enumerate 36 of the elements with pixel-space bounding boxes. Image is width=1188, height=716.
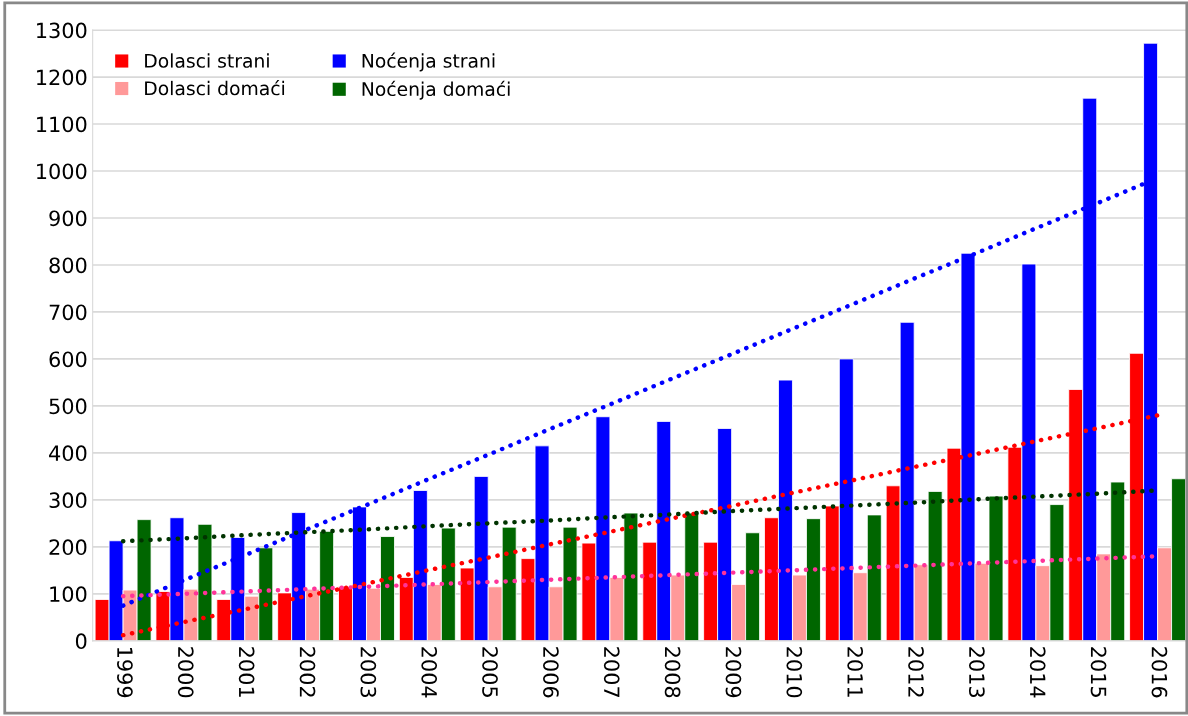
x-tick-label: 2010 [786, 647, 803, 698]
legend-label: Dolasci strani [145, 53, 269, 68]
legend-label: Noćenja strani [362, 52, 495, 72]
y-tick-label: 700 [49, 304, 87, 321]
y-tick-label: 300 [49, 492, 87, 509]
y-tick-label: 1200 [37, 69, 87, 86]
y-tick-label: 800 [49, 257, 87, 274]
x-tick-label: 2013 [968, 647, 985, 698]
x-tick-label: 2008 [664, 647, 681, 698]
x-tick-label: 2009 [725, 647, 742, 698]
legend-label: Noćenja domaći [362, 80, 510, 100]
y-tick-label: 1100 [37, 116, 87, 133]
y-tick-label: 600 [49, 351, 87, 368]
x-tick-label: 2011 [847, 647, 864, 697]
y-tick-label: 500 [49, 398, 87, 415]
y-tick-label: 400 [49, 445, 87, 462]
x-tick-label: 2006 [543, 647, 559, 698]
x-tick-label: 2007 [603, 647, 620, 697]
x-tick-label: 2001 [238, 647, 255, 697]
x-tick-label: 2004 [421, 647, 438, 698]
y-tick-label: 200 [49, 539, 87, 556]
y-tick-label: 1300 [37, 22, 87, 39]
x-tick-label: 2005 [482, 647, 498, 697]
x-tick-label: 1999 [117, 647, 133, 698]
x-tick-label: 2012 [908, 647, 924, 697]
y-tick-label: 900 [49, 210, 87, 227]
y-tick-label: 0 [75, 633, 87, 650]
legend-label: Dolasci domaći [145, 80, 285, 96]
x-tick-label: 2016 [1151, 647, 1168, 698]
x-tick-label: 2015 [1090, 647, 1107, 697]
x-tick-label: 2003 [360, 647, 377, 698]
x-tick-label: 2014 [1029, 647, 1046, 698]
x-tick-label: 2002 [299, 647, 316, 697]
y-tick-label: 100 [50, 586, 87, 603]
y-tick-label: 1000 [37, 163, 87, 180]
x-tick-label: 2000 [177, 647, 194, 698]
